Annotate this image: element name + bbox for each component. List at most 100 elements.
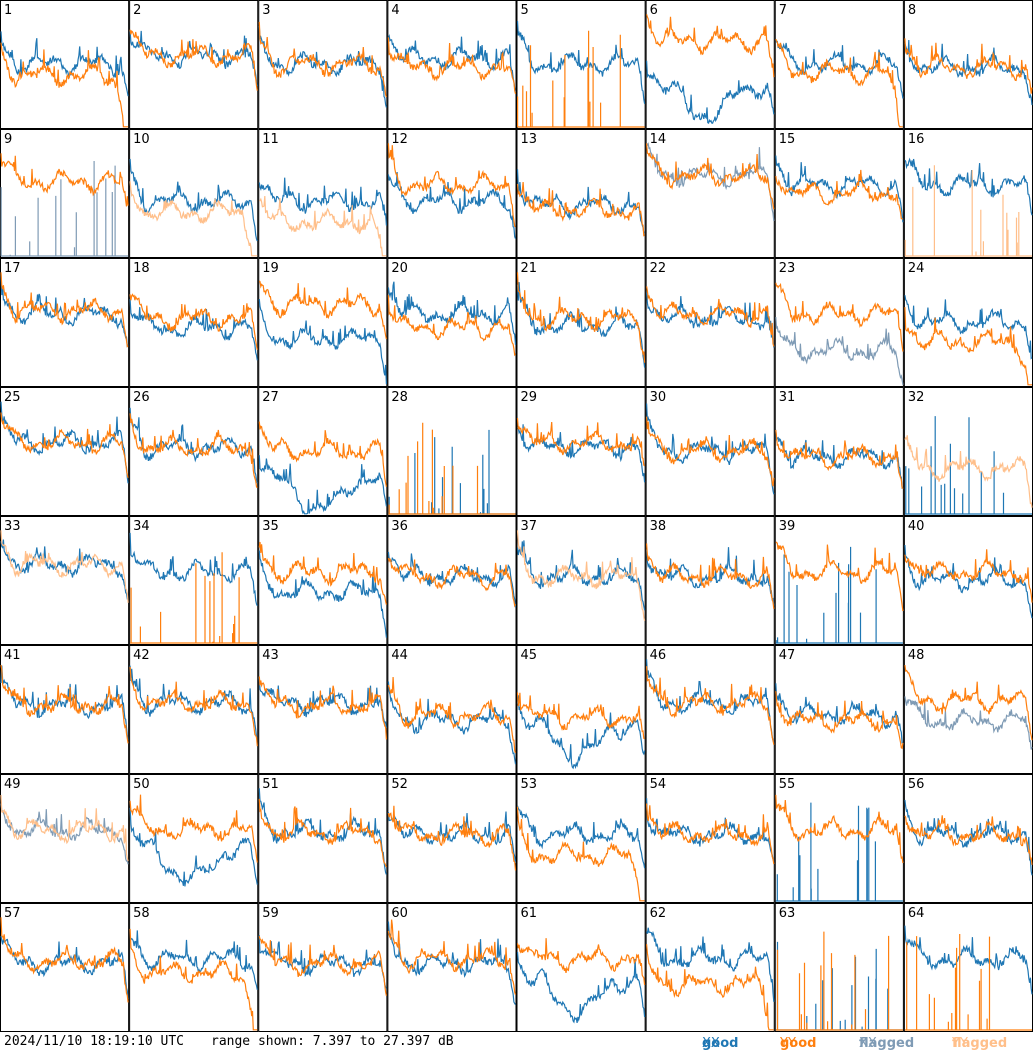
panel-label: 51: [262, 777, 279, 792]
panel-47-xx-trace: [775, 683, 904, 744]
panel-label: 33: [4, 519, 21, 534]
panel-12-xx-trace: [387, 171, 517, 239]
panel-label: 43: [262, 648, 279, 663]
panel-label: 19: [262, 261, 279, 276]
panel-label: 35: [262, 519, 279, 534]
panel-13-xx-trace: [516, 169, 645, 234]
panel-label: 26: [133, 390, 150, 405]
panel-53-xx-trace: [516, 805, 646, 869]
panel-3-yy-trace: [258, 21, 387, 98]
panel-label: 34: [133, 519, 150, 534]
legend-flagged-yy-status: flagged: [952, 1036, 1008, 1051]
panel-57-xx-trace: [0, 935, 129, 1000]
panel-39: 39: [774, 516, 904, 645]
panel-frame: [774, 258, 904, 387]
panel-48-yy-trace: [904, 665, 1033, 741]
panel-label: 3: [262, 3, 270, 18]
panel-20-xx-trace: [387, 281, 517, 345]
panel-label: 39: [779, 519, 796, 534]
panel-2-yy-trace: [129, 29, 258, 91]
panel-frame: [129, 129, 259, 258]
panel-52: 52: [387, 774, 517, 903]
panel-frame: [516, 774, 646, 903]
panel-46: 46: [645, 645, 775, 774]
panel-16-yy-trace: [904, 165, 1032, 257]
panel-48: 48: [903, 645, 1033, 774]
panel-52-yy-trace: [387, 805, 517, 871]
panel-40: 40: [903, 516, 1033, 645]
panel-48-xx-trace: [904, 696, 1033, 750]
panel-56-yy-trace: [904, 815, 1033, 865]
legend-good-yy-pol: YY: [780, 1036, 796, 1051]
panel-label: 48: [908, 648, 925, 663]
panel-4: 4: [387, 0, 517, 129]
panel-19-yy-trace: [258, 280, 387, 340]
panel-51: 51: [258, 774, 388, 903]
panel-label: 63: [779, 906, 796, 921]
panel-23-xx-trace: [775, 317, 904, 385]
panel-53-yy-trace: [516, 806, 645, 902]
panel-frame: [387, 645, 517, 774]
panel-42: 42: [129, 645, 259, 774]
panel-frame: [774, 903, 904, 1032]
panel-frame: [129, 774, 259, 903]
panel-30: 30: [645, 387, 775, 516]
footer-bar: 2024/11/10 18:19:10 UTC range shown: 7.3…: [0, 1032, 1033, 1053]
panel-label: 42: [133, 648, 150, 663]
panel-frame: [0, 903, 130, 1032]
panel-label: 60: [391, 906, 408, 921]
panel-5: 5: [516, 0, 646, 129]
panel-62-yy-trace: [646, 944, 774, 1031]
panel-13: 13: [516, 129, 646, 258]
panel-6-yy-trace: [646, 14, 775, 78]
panel-frame: [258, 516, 388, 645]
panel-30-xx-trace: [646, 403, 775, 495]
panel-1-yy-trace: [0, 42, 129, 128]
panel-16-xx-trace: [904, 157, 1033, 216]
panel-17: 17: [0, 258, 130, 387]
panel-43-yy-trace: [258, 676, 387, 740]
panel-frame: [258, 0, 388, 129]
panel-63-yy-trace: [775, 931, 903, 1031]
panel-43: 43: [258, 645, 388, 774]
panel-58-yy-trace: [129, 928, 258, 1031]
panel-label: 64: [908, 906, 925, 921]
panel-22-xx-trace: [646, 292, 775, 348]
panel-frame: [774, 516, 904, 645]
panel-6: 6: [645, 0, 775, 129]
panel-11: 11: [258, 129, 388, 258]
panel-10-xx-trace: [129, 158, 258, 242]
panel-60: 60: [387, 903, 517, 1032]
panel-label: 52: [391, 777, 408, 792]
panel-50: 50: [129, 774, 259, 903]
panel-23-yy-trace: [775, 282, 904, 352]
panel-frame: [258, 387, 388, 516]
panel-label: 31: [779, 390, 796, 405]
panel-56-xx-trace: [904, 799, 1033, 876]
panel-label: 57: [4, 906, 21, 921]
panel-33: 33: [0, 516, 130, 645]
panel-44-yy-trace: [387, 676, 517, 754]
panel-13-yy-trace: [516, 181, 645, 237]
panel-20-yy-trace: [387, 295, 516, 357]
panel-frame: [0, 0, 130, 129]
panel-frame: [0, 645, 130, 774]
panel-41: 41: [0, 645, 130, 774]
panel-11-yy-trace: [259, 195, 387, 257]
panel-18: 18: [129, 258, 259, 387]
panel-label: 20: [391, 261, 408, 276]
panel-33-yy-trace: [0, 530, 129, 603]
panel-label: 11: [262, 132, 279, 147]
panel-label: 13: [521, 132, 538, 147]
panel-26: 26: [129, 387, 259, 516]
panel-label: 47: [779, 648, 796, 663]
panel-25: 25: [0, 387, 130, 516]
panel-42-yy-trace: [129, 666, 258, 747]
panel-21: 21: [516, 258, 646, 387]
panel-64-yy-trace: [904, 934, 1032, 1031]
panel-frame: [903, 258, 1033, 387]
panel-60-yy-trace: [387, 919, 517, 995]
panel-35: 35: [258, 516, 388, 645]
panel-58: 58: [129, 903, 259, 1032]
panel-label: 45: [521, 648, 538, 663]
